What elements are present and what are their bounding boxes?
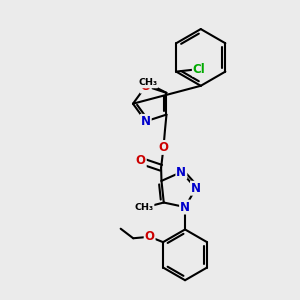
- Text: O: O: [145, 230, 154, 243]
- Text: O: O: [158, 141, 169, 154]
- Text: N: N: [191, 182, 201, 195]
- Text: O: O: [141, 80, 151, 93]
- Text: O: O: [136, 154, 146, 167]
- Text: CH₃: CH₃: [134, 202, 154, 211]
- Text: CH₃: CH₃: [138, 79, 157, 88]
- Text: Cl: Cl: [193, 63, 206, 76]
- Text: N: N: [180, 201, 190, 214]
- Text: N: N: [141, 115, 151, 128]
- Text: N: N: [176, 166, 186, 178]
